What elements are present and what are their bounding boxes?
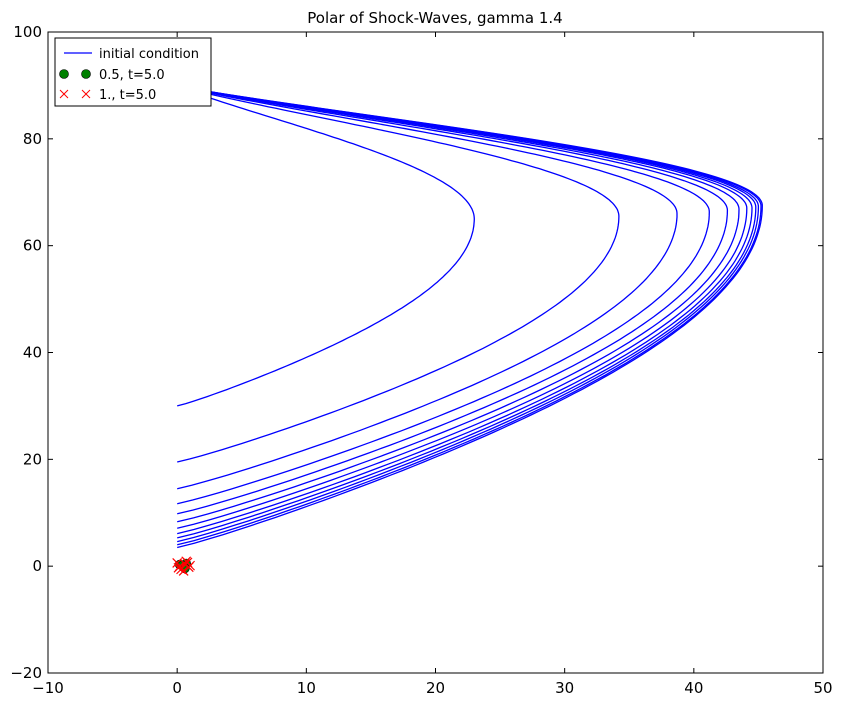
y-tick-label: 100: [13, 23, 42, 41]
polar-curve: [177, 84, 678, 490]
data-markers: [172, 556, 196, 576]
x-tick-label: −10: [32, 679, 64, 697]
chart-title: Polar of Shock-Waves, gamma 1.4: [307, 9, 562, 27]
legend-box: [54, 37, 212, 107]
y-tick-label: 40: [23, 344, 42, 362]
legend: initial condition 0.5, t=5.0 1., t=5.0: [54, 37, 212, 107]
x-tick-label: 50: [813, 679, 832, 697]
polar-curve: [176, 84, 620, 463]
axis-ticks: −10 0 10 20 30 40 50 −20 0 20 40 60 80 100: [10, 23, 832, 697]
x-tick-label: 10: [297, 679, 316, 697]
y-tick-label: 0: [32, 557, 42, 575]
y-tick-label: 80: [23, 130, 42, 148]
polar-curves: [176, 84, 763, 549]
polar-curve: [176, 84, 475, 407]
y-tick-label: −20: [10, 664, 42, 682]
x-tick-label: 0: [172, 679, 182, 697]
x-tick-label: 40: [684, 679, 703, 697]
x-tick-label: 20: [426, 679, 445, 697]
legend-label-one: 1., t=5.0: [99, 88, 156, 103]
polar-curve: [177, 84, 763, 549]
red-x-point: [181, 556, 192, 567]
legend-circle-marker: [81, 69, 91, 79]
polar-curve: [177, 84, 729, 515]
polar-curve: [177, 84, 740, 523]
legend-x-markers: [59, 89, 91, 99]
legend-label-initial: initial condition: [99, 47, 199, 62]
red-x-point: [173, 562, 184, 573]
red-x-point: [178, 566, 189, 576]
legend-circle-marker: [59, 69, 69, 79]
legend-label-half: 0.5, t=5.0: [99, 68, 165, 83]
y-tick-label: 60: [23, 237, 42, 255]
polar-curve: [177, 84, 710, 505]
y-tick-label: 20: [23, 450, 42, 468]
x-tick-label: 30: [555, 679, 574, 697]
